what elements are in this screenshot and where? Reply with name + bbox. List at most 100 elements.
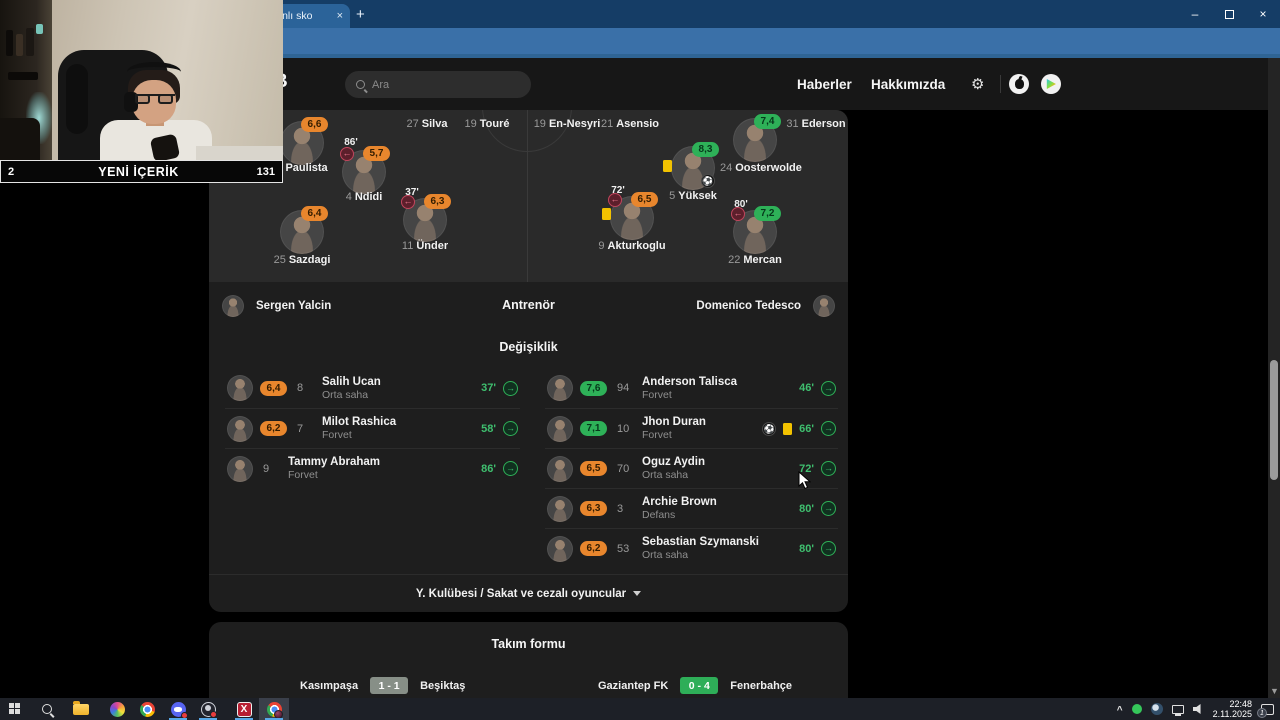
sub-row-anderson-talisca[interactable]: 7,6 94 Anderson Talisca Forvet 46' → <box>545 368 838 408</box>
player-name: Sebastian Szymanski <box>642 536 759 548</box>
window-minimize-button[interactable]: – <box>1191 7 1199 21</box>
scrollbar-thumb[interactable] <box>1270 360 1278 480</box>
player-avatar <box>547 455 573 482</box>
glasses-right-lens <box>158 94 173 104</box>
volume-icon[interactable] <box>1192 703 1201 715</box>
notification-center-icon[interactable]: 1 <box>1257 703 1274 718</box>
tab-close-icon[interactable]: × <box>336 10 343 22</box>
obs-icon[interactable] <box>193 698 223 720</box>
rating-badge: 6,2 <box>580 541 607 556</box>
sub-row-tammy-abraham[interactable]: 9 Tammy Abraham Forvet 86' → <box>225 448 520 488</box>
coach-avatar <box>813 295 835 317</box>
photos-app-icon[interactable] <box>102 698 132 720</box>
match-home-team: Gaziantep FK <box>598 679 669 692</box>
pitch-center-circle <box>482 110 572 152</box>
form-match-away[interactable]: Gaziantep FK 0 - 4 Fenerbahçe <box>598 677 792 694</box>
network-icon[interactable] <box>1171 704 1184 716</box>
match-away-team: Fenerbahçe <box>730 679 793 692</box>
google-play-icon[interactable] <box>1041 74 1061 94</box>
window-maximize-button[interactable] <box>1212 0 1246 28</box>
player-en-nesyri[interactable]: 19 En-Nesyri <box>533 118 601 130</box>
player-avatar <box>547 415 573 442</box>
player-asensio[interactable]: 21 Asensio <box>600 118 660 130</box>
sub-row-milot-rashica[interactable]: 6,2 7 Milot Rashica Forvet 58' → <box>225 408 520 448</box>
player-yuksek[interactable]: 5 Yüksek <box>669 190 717 202</box>
player-silva[interactable]: 27 Silva <box>406 118 448 130</box>
coach-name: Domenico Tedesco <box>696 300 801 312</box>
discord-icon[interactable] <box>163 698 193 720</box>
scrollbar-down-arrow[interactable]: ▼ <box>1270 686 1279 696</box>
sub-row-oguz-aydin[interactable]: 6,5 70 Oguz Aydin Orta saha 72' → <box>545 448 838 488</box>
search-input[interactable] <box>372 78 502 91</box>
player-name: Archie Brown <box>642 496 717 508</box>
sub-in-icon: → <box>821 461 836 476</box>
rating-badge: 8,3 <box>692 142 719 157</box>
sub-out-icon: ← <box>401 195 415 209</box>
header-divider <box>1000 75 1001 93</box>
player-akturkoglu[interactable]: 9 Akturkoglu <box>598 240 666 252</box>
yellow-card-icon <box>663 160 672 172</box>
sub-row-salih-ucan[interactable]: 6,4 8 Salih Ucan Orta saha 37' → <box>225 368 520 408</box>
yellow-card-icon <box>602 208 611 220</box>
taskbar-search-button[interactable] <box>32 698 62 720</box>
player-ndidi[interactable]: 4 Ndidi <box>345 191 383 203</box>
banner-title: YENİ İÇERİK <box>98 164 179 179</box>
nav-hakkimizda[interactable]: Hakkımızda <box>871 77 946 92</box>
sub-in-time: 37' <box>481 382 496 394</box>
player-position: Defans <box>642 509 676 521</box>
tray-expand-chevron-icon[interactable]: ^ <box>1116 704 1123 716</box>
rating-badge: 5,7 <box>363 146 390 161</box>
rating-badge: 6,5 <box>631 192 658 207</box>
start-button[interactable] <box>0 698 30 720</box>
taskbar-clock[interactable]: 22:48 2.11.2025 <box>1213 699 1252 720</box>
home-coach[interactable]: Sergen Yalcin <box>222 290 331 322</box>
clock-date: 2.11.2025 <box>1212 709 1252 719</box>
match-score-badge: 0 - 4 <box>680 677 719 694</box>
nav-haberler[interactable]: Haberler <box>797 77 852 92</box>
away-coach[interactable]: Domenico Tedesco <box>696 290 835 322</box>
sub-row-jhon-duran[interactable]: 7,1 10 Jhon Duran Forvet ⚽ 66' → <box>545 408 838 448</box>
new-tab-button[interactable]: + <box>356 6 365 23</box>
sub-row-sebastian-szymanski[interactable]: 6,2 53 Sebastian Szymanski Orta saha 80' … <box>545 528 838 568</box>
settings-gear-icon[interactable]: ⚙ <box>971 76 985 93</box>
apple-store-icon[interactable] <box>1009 74 1029 94</box>
clock-time: 22:48 <box>1229 698 1252 709</box>
player-position: Forvet <box>322 429 352 441</box>
x-red-app-icon[interactable]: X <box>229 698 259 720</box>
player-mercan[interactable]: 22 Mercan <box>728 254 782 266</box>
sub-out-time: 37' <box>405 187 419 198</box>
site-search[interactable] <box>345 71 531 98</box>
sub-out-time: 86' <box>344 137 358 148</box>
player-name: Jhon Duran <box>642 416 706 428</box>
match-home-team: Kasımpaşa <box>300 679 359 692</box>
banner-left-count: 2 <box>8 165 15 178</box>
file-explorer-icon[interactable] <box>66 698 96 720</box>
sub-in-time: 66' <box>799 422 814 435</box>
search-icon <box>356 80 365 89</box>
window-close-button[interactable]: × <box>1259 7 1267 21</box>
bookmark-strip <box>0 54 1280 58</box>
coach-label: Antrenör <box>502 298 555 312</box>
player-under[interactable]: 11 Ünder <box>401 240 449 252</box>
steam-tray-icon[interactable] <box>1150 703 1163 715</box>
form-match-home[interactable]: Kasımpaşa 1 - 1 Beşiktaş <box>300 677 465 694</box>
player-avatar <box>227 375 253 401</box>
sub-in-time: 80' <box>799 502 814 515</box>
microphone <box>149 133 181 160</box>
rating-badge: 7,4 <box>754 114 781 129</box>
substitutions-title: Değişiklik <box>499 340 558 354</box>
chrome-active-icon[interactable] <box>259 698 289 720</box>
mouse-cursor <box>798 471 811 490</box>
sub-row-archie-brown[interactable]: 6,3 3 Archie Brown Defans 80' → <box>545 488 838 528</box>
player-sazdagi[interactable]: 25 Sazdagi <box>273 254 331 266</box>
player-toure[interactable]: 19 Touré <box>464 118 510 130</box>
coach-avatar <box>222 295 244 317</box>
notification-count-badge: 1 <box>1257 707 1267 718</box>
player-ederson[interactable]: 31 Ederson <box>786 118 846 130</box>
player-oosterwolde[interactable]: 24 Oosterwolde <box>720 162 802 174</box>
rating-badge: 6,4 <box>301 206 328 221</box>
chrome-icon[interactable] <box>132 698 162 720</box>
bench-injured-toggle[interactable]: Y. Kulübesi / Sakat ve cezalı oyuncular <box>209 574 848 612</box>
tray-green-status-icon[interactable] <box>1131 704 1142 714</box>
